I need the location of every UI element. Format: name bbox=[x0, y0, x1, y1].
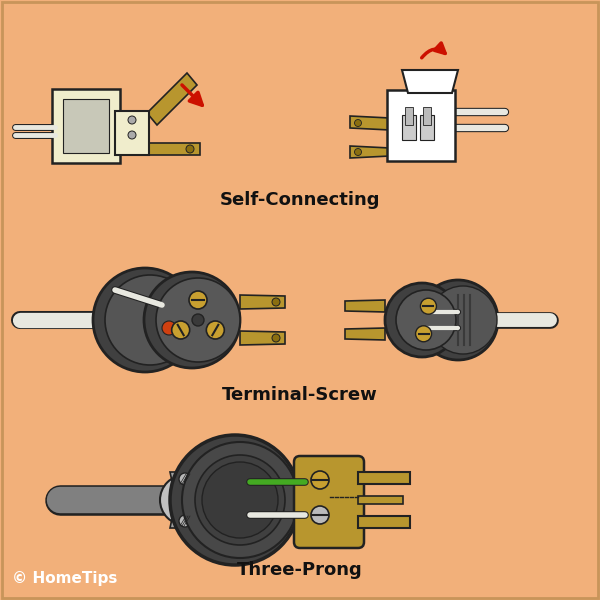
Polygon shape bbox=[147, 73, 197, 125]
Circle shape bbox=[93, 268, 197, 372]
Polygon shape bbox=[350, 146, 390, 158]
Circle shape bbox=[418, 280, 498, 360]
Circle shape bbox=[206, 321, 224, 339]
Circle shape bbox=[179, 473, 191, 485]
Circle shape bbox=[195, 455, 285, 545]
Circle shape bbox=[172, 321, 190, 339]
Polygon shape bbox=[240, 295, 285, 309]
Circle shape bbox=[421, 298, 436, 314]
Polygon shape bbox=[402, 70, 458, 93]
Circle shape bbox=[105, 275, 195, 365]
Text: Terminal-Screw: Terminal-Screw bbox=[222, 386, 378, 404]
Polygon shape bbox=[350, 116, 390, 130]
Circle shape bbox=[311, 506, 329, 524]
Circle shape bbox=[160, 475, 210, 525]
Circle shape bbox=[128, 116, 136, 124]
Circle shape bbox=[179, 515, 191, 527]
Circle shape bbox=[202, 462, 278, 538]
FancyBboxPatch shape bbox=[115, 111, 149, 155]
Circle shape bbox=[272, 298, 280, 306]
FancyBboxPatch shape bbox=[294, 456, 364, 548]
Circle shape bbox=[272, 334, 280, 342]
Circle shape bbox=[416, 326, 431, 342]
FancyBboxPatch shape bbox=[387, 90, 455, 161]
Circle shape bbox=[156, 278, 240, 362]
Text: Self-Connecting: Self-Connecting bbox=[220, 191, 380, 209]
Polygon shape bbox=[345, 328, 385, 340]
Bar bbox=[405, 107, 413, 125]
Circle shape bbox=[385, 283, 459, 357]
Circle shape bbox=[170, 435, 300, 565]
Circle shape bbox=[355, 148, 361, 155]
Bar bbox=[402, 115, 416, 140]
Text: Three-Prong: Three-Prong bbox=[237, 561, 363, 579]
Circle shape bbox=[182, 442, 298, 558]
Circle shape bbox=[186, 145, 194, 153]
Polygon shape bbox=[170, 514, 200, 528]
Bar bbox=[420, 115, 434, 140]
Circle shape bbox=[311, 471, 329, 489]
Polygon shape bbox=[358, 472, 410, 484]
Polygon shape bbox=[240, 331, 285, 345]
Circle shape bbox=[396, 290, 456, 350]
Text: © HomeTips: © HomeTips bbox=[12, 571, 118, 586]
Polygon shape bbox=[170, 472, 200, 486]
Polygon shape bbox=[345, 300, 385, 312]
Circle shape bbox=[189, 291, 207, 309]
Polygon shape bbox=[147, 143, 200, 155]
Polygon shape bbox=[358, 496, 403, 504]
Circle shape bbox=[144, 272, 240, 368]
Circle shape bbox=[429, 286, 497, 354]
Circle shape bbox=[355, 119, 361, 127]
Polygon shape bbox=[358, 516, 410, 528]
Circle shape bbox=[162, 321, 176, 335]
Circle shape bbox=[128, 131, 136, 139]
Bar bbox=[63, 99, 109, 153]
FancyBboxPatch shape bbox=[52, 89, 120, 163]
Bar bbox=[423, 107, 431, 125]
Circle shape bbox=[192, 314, 204, 326]
